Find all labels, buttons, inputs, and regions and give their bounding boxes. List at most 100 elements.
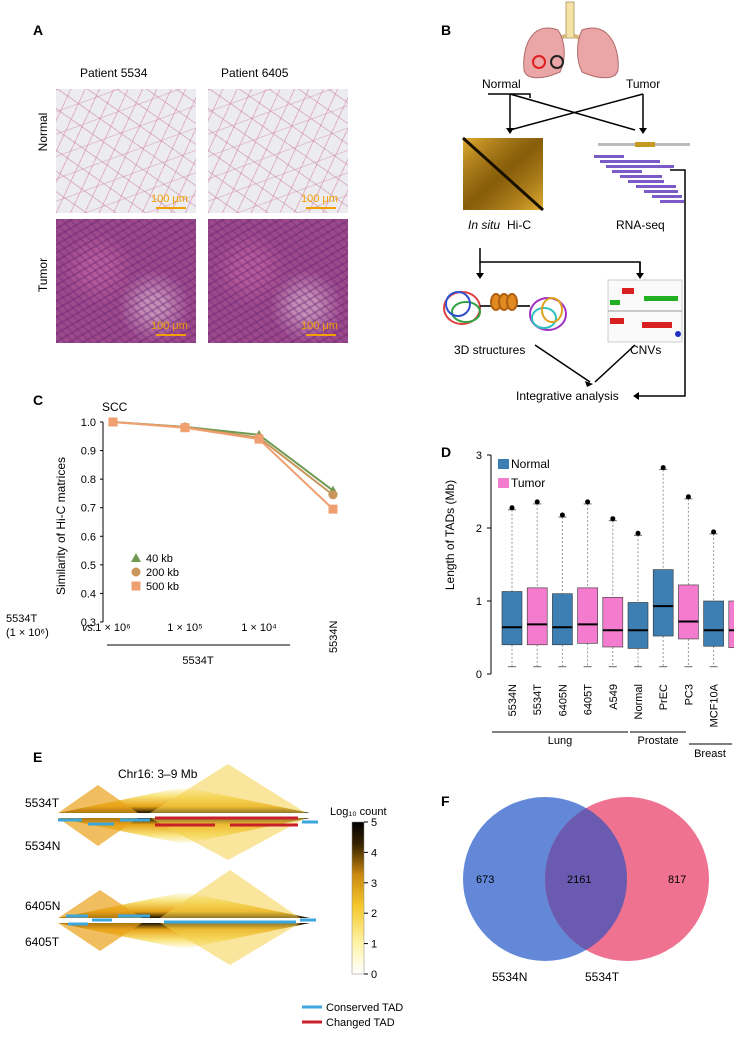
venn-overlap bbox=[545, 808, 627, 950]
panel-d-label: D bbox=[441, 444, 452, 460]
box bbox=[577, 587, 598, 644]
colorbar-tick-label: 3 bbox=[371, 878, 377, 890]
x-tick-label: PrEC bbox=[658, 684, 670, 710]
x-tick-label: A549 bbox=[608, 684, 620, 710]
legend-swatch-tumor bbox=[498, 478, 509, 488]
box bbox=[703, 600, 724, 647]
scalebar-text: 100 μm bbox=[301, 193, 338, 205]
sample-6405N: 6405N bbox=[25, 899, 60, 913]
y-tick-label: 2 bbox=[476, 523, 482, 535]
micrograph-normal-6405 bbox=[208, 89, 348, 213]
colorbar bbox=[351, 821, 365, 975]
heatmap-6405N bbox=[58, 870, 310, 918]
x-tick-label: PC3 bbox=[683, 684, 695, 705]
hic-label: Hi-C bbox=[507, 218, 531, 232]
workflow-diagram: Normal Tumor In situ Hi-C RNA-seq 3D str… bbox=[443, 1, 690, 403]
scalebar bbox=[306, 207, 336, 209]
heatmap-title: Chr16: 3–9 Mb bbox=[118, 767, 198, 781]
panel-d-chart: Length of TADs (Mb) 0 1 2 3 Normal Tumor bbox=[443, 450, 734, 680]
tumor-label: Tumor bbox=[626, 77, 660, 91]
y-tick-label: 1 bbox=[476, 596, 482, 608]
outlier bbox=[559, 512, 565, 518]
panel-a-label: A bbox=[33, 22, 44, 38]
scalebar-text: 100 μm bbox=[151, 193, 188, 205]
box bbox=[501, 591, 523, 646]
outlier bbox=[509, 505, 515, 511]
chart-title: SCC bbox=[102, 400, 128, 414]
group-breast: Breast bbox=[694, 748, 726, 760]
row-tumor-label: Tumor bbox=[36, 257, 50, 293]
venn-only-left: 673 bbox=[476, 874, 494, 886]
x-tick-label: 1 × 10⁶ bbox=[95, 622, 130, 634]
box bbox=[627, 602, 649, 649]
y-tick-label: 0.7 bbox=[81, 503, 96, 515]
lungs-illustration bbox=[523, 1, 619, 79]
data-point bbox=[180, 423, 190, 433]
venn-set-left: 5534N bbox=[492, 970, 527, 984]
venn-only-right: 817 bbox=[668, 874, 686, 886]
colorbar-tick-label: 4 bbox=[371, 847, 377, 859]
sample-5534N: 5534N bbox=[25, 839, 60, 853]
panel-f-venn: 673 2161 817 5534N 5534T bbox=[463, 797, 709, 984]
x-tick-label: 1 × 10⁵ bbox=[167, 622, 202, 634]
data-point bbox=[108, 417, 118, 427]
outlier bbox=[585, 499, 591, 505]
panel-b-label: B bbox=[441, 22, 452, 38]
hic-italic-label: In situ bbox=[468, 218, 500, 232]
panel-f-label: F bbox=[441, 793, 450, 809]
y-axis-label: Length of TADs (Mb) bbox=[443, 480, 457, 590]
outlier bbox=[685, 494, 691, 500]
y-tick-label: 0.4 bbox=[81, 588, 96, 600]
box bbox=[678, 584, 699, 640]
sample-5534T: 5534T bbox=[25, 796, 60, 810]
legend-marker bbox=[131, 553, 141, 562]
colorbar-tick-label: 1 bbox=[371, 939, 377, 951]
scalebar bbox=[306, 334, 336, 336]
patient-5534-label: Patient 5534 bbox=[80, 66, 148, 80]
outlier bbox=[534, 499, 540, 505]
panel-d-xaxis: 5534N 5534T 6405N 6405T A549 Normal PrEC PC3 MCF… bbox=[492, 683, 734, 760]
outlier bbox=[660, 465, 666, 471]
data-point bbox=[328, 504, 338, 514]
colorbar-tick-label: 2 bbox=[371, 908, 377, 920]
y-tick-label: 0.8 bbox=[81, 474, 96, 486]
box bbox=[526, 587, 548, 646]
legend-marker bbox=[131, 567, 141, 577]
left-sublabel: (1 × 10⁶) bbox=[6, 627, 49, 639]
x-tick-label: Normal bbox=[633, 684, 645, 719]
scalebar-text: 100 μm bbox=[151, 320, 188, 332]
group-prostate: Prostate bbox=[638, 735, 679, 747]
legend-label: 200 kb bbox=[146, 567, 179, 579]
x-tick-label: 5534T bbox=[532, 684, 544, 715]
legend-changed: Changed TAD bbox=[326, 1017, 395, 1029]
legend-tumor-label: Tumor bbox=[511, 476, 545, 490]
outlier bbox=[635, 530, 641, 536]
x-tick-label: 6405N bbox=[557, 684, 569, 716]
y-tick-label: 0.6 bbox=[81, 531, 96, 543]
x-tick-label: MCF10A bbox=[709, 683, 721, 727]
sample-6405T: 6405T bbox=[25, 935, 60, 949]
group-label: 5534T bbox=[182, 655, 213, 667]
colorbar-label: Log₁₀ count bbox=[330, 806, 387, 818]
legend-label: 40 kb bbox=[146, 553, 173, 565]
panel-e-label: E bbox=[33, 749, 43, 765]
integrative-label: Integrative analysis bbox=[516, 389, 619, 403]
y-tick-label: 3 bbox=[476, 450, 482, 462]
group-lung: Lung bbox=[548, 735, 572, 747]
rnaseq-reads-thumb bbox=[594, 142, 690, 203]
y-tick-label: 0.9 bbox=[81, 446, 96, 458]
legend-conserved: Conserved TAD bbox=[326, 1002, 403, 1014]
data-point bbox=[328, 490, 338, 500]
panel-e-figure: Chr16: 3–9 Mb 5534T 5534N bbox=[25, 764, 403, 1029]
3d-structure-thumb bbox=[443, 291, 567, 331]
x-tick-label: 5534N bbox=[328, 621, 340, 653]
colorbar-tick-label: 5 bbox=[371, 817, 377, 829]
hic-heatmap-thumb bbox=[461, 136, 545, 212]
box bbox=[728, 600, 734, 649]
legend-normal-label: Normal bbox=[511, 457, 550, 471]
series-line bbox=[112, 421, 334, 510]
legend-label: 500 kb bbox=[146, 581, 179, 593]
micrograph-tumor-6405 bbox=[208, 219, 348, 343]
legend-marker bbox=[131, 581, 141, 591]
legend-swatch-normal bbox=[498, 459, 509, 469]
